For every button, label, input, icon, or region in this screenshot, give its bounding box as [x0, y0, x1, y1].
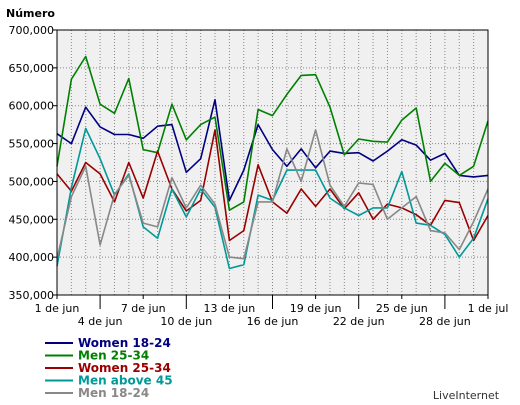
legend-label: Women 25-34: [78, 361, 171, 375]
y-tick-label: 650,000: [9, 62, 55, 75]
x-tick-label: 22 de jun: [333, 315, 385, 328]
plot-border: [56, 29, 489, 296]
x-tick-label: 25 de jun: [376, 302, 428, 315]
y-tick-label: 550,000: [9, 138, 55, 151]
x-tick-label: 13 de jun: [204, 302, 256, 315]
y-axis-ticks: 350,000 400,000 450,000 500,000 550,000 600,0…: [9, 24, 57, 302]
x-tick-label: 1 de jun: [35, 302, 80, 315]
y-tick-label: 450,000: [9, 213, 55, 226]
x-tick-label: 19 de jun: [290, 302, 342, 315]
legend-label: Men 25-34: [78, 349, 149, 363]
x-tick-label: 1 de jul: [468, 302, 509, 315]
x-tick-label: 7 de jun: [121, 302, 166, 315]
watermark-text: LiveInternet: [433, 389, 500, 402]
series-line-1: [56, 98, 489, 202]
y-axis-label: Número: [6, 7, 55, 20]
series-line-2: [56, 55, 489, 211]
legend-label: Women 18-24: [78, 336, 171, 350]
y-tick-label: 600,000: [9, 100, 55, 113]
legend-label: Men 18-24: [78, 386, 149, 400]
x-tick-label: 16 de jun: [247, 315, 299, 328]
series-lines: [56, 55, 489, 270]
y-tick-label: 350,000: [9, 289, 55, 302]
legend-label: Men above 45: [78, 374, 173, 388]
x-tick-label: 10 de jun: [160, 315, 212, 328]
x-tick-label: 4 de jun: [78, 315, 123, 328]
series-line-5: [56, 129, 489, 260]
y-tick-label: 400,000: [9, 251, 55, 264]
y-tick-label: 700,000: [9, 24, 55, 37]
x-tick-label: 28 de jun: [419, 315, 471, 328]
y-tick-label: 500,000: [9, 175, 55, 188]
